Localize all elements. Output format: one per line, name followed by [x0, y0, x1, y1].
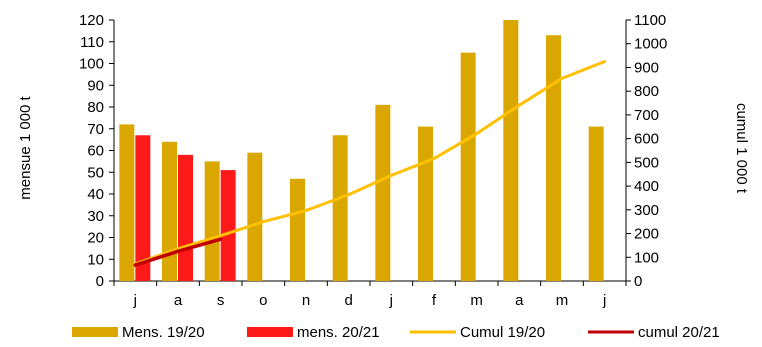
bar [375, 104, 391, 281]
legend-label: Cumul 19/20 [460, 324, 545, 341]
y2-tick-label: 0 [634, 273, 642, 290]
bar [546, 35, 561, 281]
y2-tick-label: 1000 [634, 36, 667, 53]
x-tick-label: a [515, 292, 524, 309]
x-tick-label: s [217, 292, 225, 309]
bar [460, 52, 476, 281]
x-tick-label: d [344, 292, 352, 309]
y2-tick-label: 500 [634, 154, 659, 171]
y2-tick-label: 100 [634, 249, 659, 266]
y-tick-label: 30 [87, 208, 104, 225]
x-tick-label: j [602, 292, 606, 309]
y-tick-label: 70 [87, 121, 104, 138]
y-tick-label: 40 [87, 186, 104, 203]
x-tick-label: j [133, 292, 137, 309]
y-tick-label: 100 [79, 56, 104, 73]
y2-tick-label: 1100 [634, 12, 666, 29]
labels: 0 10 20 30 40 50 60 70 80 90 100 110 120 0 100 200 300 40… [79, 12, 667, 309]
y-axis-title: mensue 1 000 t [17, 95, 34, 199]
y-tick-label: 120 [79, 12, 104, 29]
y2-tick-label: 200 [634, 226, 659, 243]
y2-tick-label: 300 [634, 202, 659, 219]
y-tick-label: 80 [87, 99, 104, 116]
x-tick-label: n [302, 292, 310, 309]
axes [109, 19, 631, 286]
y2-tick-label: 800 [634, 83, 659, 100]
y2-tick-label: 600 [634, 131, 659, 148]
bar [162, 141, 177, 281]
bar [247, 152, 263, 281]
lines [133, 60, 607, 267]
x-tick-label: o [259, 292, 267, 309]
legend-swatch [72, 327, 118, 337]
x-tick-label: j [389, 292, 393, 309]
bar [290, 178, 305, 281]
legend-label: mens. 20/21 [297, 324, 380, 341]
y-tick-label: 10 [87, 251, 104, 268]
bars [119, 20, 604, 282]
bar [220, 170, 236, 281]
y-tick-label: 20 [87, 230, 104, 247]
y2-tick-label: 900 [634, 59, 659, 76]
y2-tick-label: 700 [634, 107, 659, 124]
y-tick-label: 0 [96, 273, 104, 290]
bar [418, 126, 433, 281]
y2-axis-title: cumul 1 000 t [733, 103, 750, 194]
bar [204, 161, 220, 281]
bar [178, 154, 193, 281]
bar [503, 20, 519, 281]
bar [119, 124, 135, 282]
y2-tick-label: 400 [634, 178, 659, 195]
y-tick-label: 50 [87, 164, 104, 181]
y-tick-label: 90 [87, 77, 104, 94]
legend-label: Mens. 19/20 [122, 324, 205, 341]
y-tick-label: 60 [87, 143, 104, 160]
bar [135, 135, 151, 281]
legend: Mens. 19/20 mens. 20/21 Cumul 19/20 cumul 2… [72, 324, 720, 341]
x-tick-label: a [174, 292, 183, 309]
legend-label: cumul 20/21 [638, 324, 720, 341]
x-tick-label: f [432, 292, 437, 309]
bar [588, 126, 604, 281]
legend-swatch [247, 327, 293, 337]
series-line [133, 237, 223, 267]
series-line [133, 60, 607, 266]
x-tick-label: m [556, 292, 569, 309]
y-tick-label: 110 [80, 34, 104, 51]
bar [332, 135, 348, 281]
x-tick-label: m [470, 292, 483, 309]
